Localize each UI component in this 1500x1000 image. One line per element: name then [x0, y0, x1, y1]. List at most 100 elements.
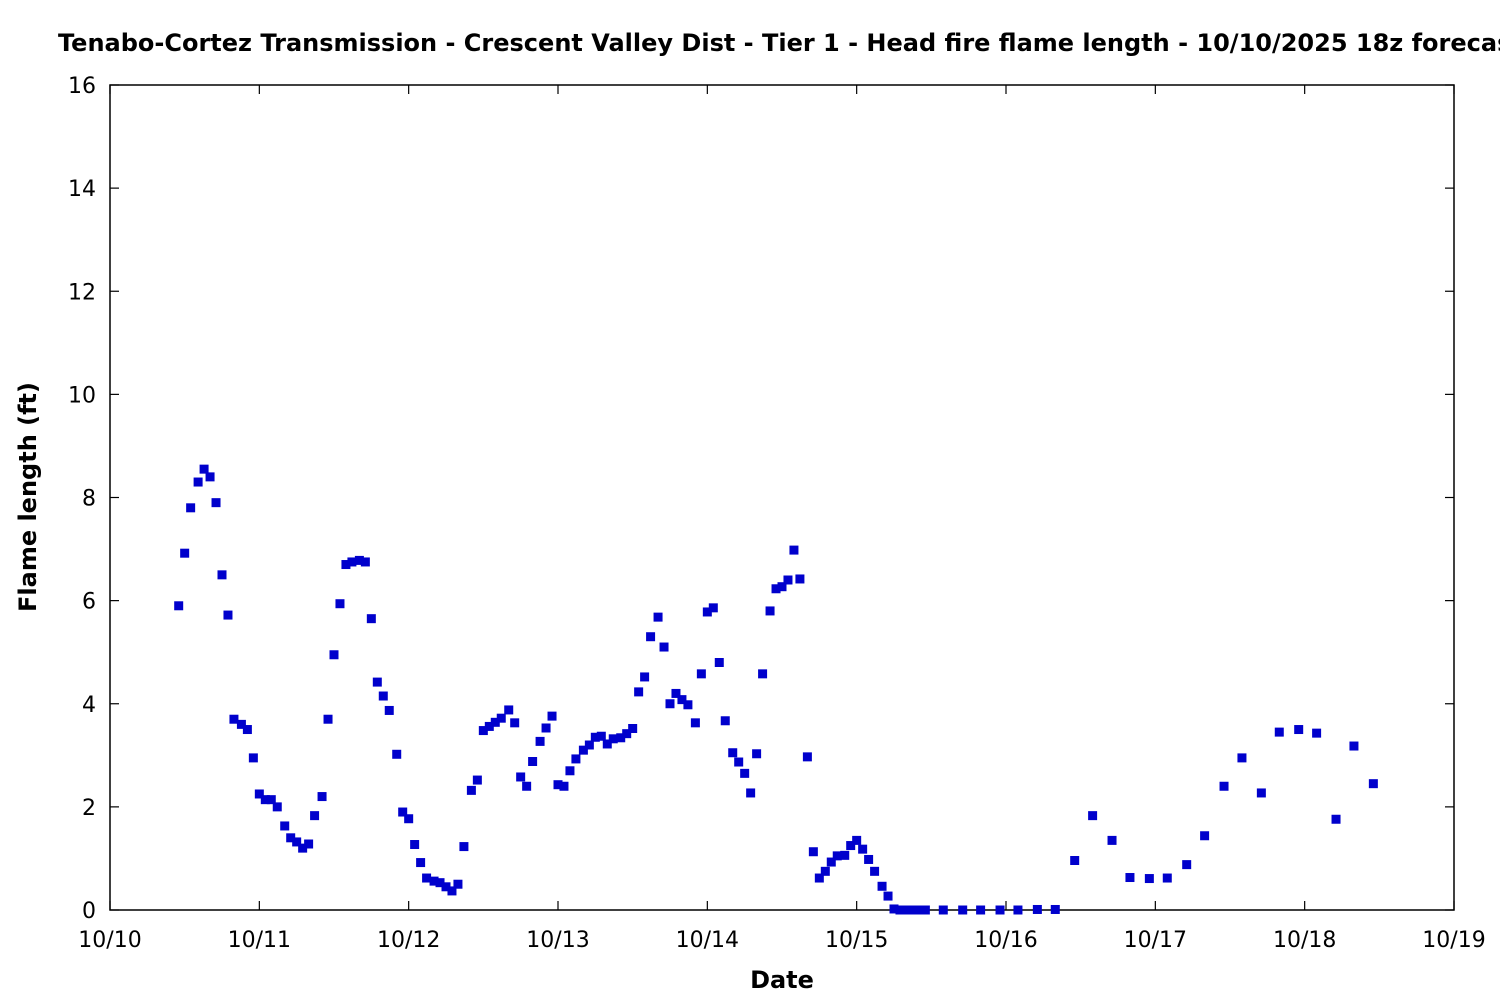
plot-area-border [109, 84, 1455, 911]
data-point [720, 716, 730, 726]
data-point [1219, 781, 1229, 791]
data-point [260, 795, 270, 805]
data-point [746, 788, 756, 798]
data-point [223, 610, 233, 620]
data-point [217, 570, 227, 580]
data-point [242, 725, 252, 735]
data-point [858, 844, 868, 854]
data-point [272, 802, 282, 812]
data-point [1107, 835, 1117, 845]
x-tick-label: 10/16 [974, 928, 1037, 953]
data-point [559, 781, 569, 791]
data-point [659, 642, 669, 652]
data-point [317, 792, 327, 802]
data-point [571, 754, 581, 764]
data-point [392, 749, 402, 759]
data-point [347, 557, 357, 567]
data-point [646, 632, 656, 642]
axis-ticks: 0 2 4 6 8 10 12 14 16 10/10 10/11 10/12 10/13 10/14 10… [68, 74, 1486, 953]
data-point [547, 711, 557, 721]
data-point [292, 837, 302, 847]
data-point [1274, 727, 1284, 737]
x-tick-label: 10/19 [1422, 928, 1485, 953]
data-point [734, 757, 744, 767]
data-point [404, 814, 414, 824]
data-point [596, 731, 606, 741]
data-point [441, 882, 451, 892]
data-point [248, 753, 258, 763]
data-point [846, 841, 856, 851]
data-point [634, 687, 644, 697]
data-point [671, 688, 681, 698]
data-point [1088, 811, 1098, 821]
data-point [889, 904, 899, 914]
data-point [174, 601, 184, 611]
data-point [398, 807, 408, 817]
y-tick-label: 16 [68, 74, 96, 99]
data-point [907, 905, 917, 915]
data-point [1331, 814, 1341, 824]
data-point [622, 729, 632, 739]
data-point [690, 718, 700, 728]
data-point [205, 472, 215, 482]
data-point [304, 839, 314, 849]
data-point [254, 789, 264, 799]
data-point [976, 905, 986, 915]
data-point [995, 905, 1005, 915]
x-tick-label: 10/18 [1273, 928, 1336, 953]
data-point [510, 718, 520, 728]
data-point [840, 850, 850, 860]
x-tick-label: 10/12 [377, 928, 440, 953]
data-point [516, 772, 526, 782]
y-tick-label: 10 [68, 383, 96, 408]
data-point [665, 699, 675, 709]
data-point [472, 775, 482, 785]
data-point [914, 905, 924, 915]
data-point [616, 733, 626, 743]
chart-title: Tenabo-Cortez Transmission - Crescent Va… [58, 29, 1500, 57]
data-point [422, 873, 432, 883]
data-point [883, 891, 893, 901]
data-point [496, 713, 506, 723]
data-point [1182, 860, 1192, 870]
y-tick-label: 12 [68, 280, 96, 305]
data-point [1144, 874, 1154, 884]
y-tick-label: 2 [82, 796, 96, 821]
x-tick-label: 10/11 [228, 928, 291, 953]
x-tick-label: 10/10 [78, 928, 141, 953]
data-point [522, 781, 532, 791]
y-tick-label: 8 [82, 487, 96, 512]
x-tick-label: 10/15 [825, 928, 888, 953]
data-point [447, 886, 457, 896]
x-axis-label: Date [750, 966, 814, 994]
data-point [870, 866, 880, 876]
data-point [752, 749, 762, 759]
data-point [528, 757, 538, 766]
data-point [211, 498, 221, 508]
data-point [329, 650, 339, 660]
data-point [683, 700, 693, 710]
data-point [765, 606, 775, 616]
data-point [578, 745, 588, 755]
data-point [1070, 856, 1080, 865]
data-point [280, 821, 290, 831]
y-tick-label: 4 [82, 693, 96, 718]
data-point [1032, 904, 1042, 914]
data-point [708, 603, 718, 613]
data-points [174, 464, 1378, 915]
data-point [584, 740, 594, 750]
data-point [236, 719, 246, 729]
data-point [820, 866, 830, 876]
data-point [783, 575, 793, 585]
data-point [808, 847, 818, 857]
data-point [565, 766, 575, 776]
data-point [1256, 788, 1266, 798]
y-tick-label: 14 [68, 177, 96, 202]
data-point [877, 881, 887, 891]
data-point [286, 833, 296, 843]
data-point [366, 614, 376, 624]
data-point [535, 736, 545, 746]
data-point [372, 677, 382, 687]
x-tick-label: 10/13 [526, 928, 589, 953]
